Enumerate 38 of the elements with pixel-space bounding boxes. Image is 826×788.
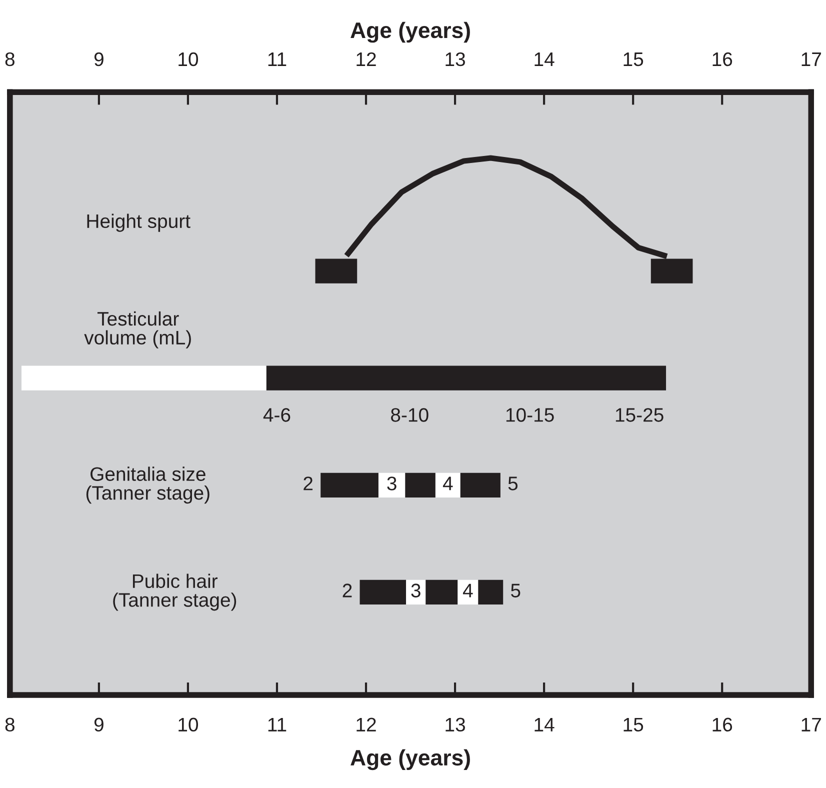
x-tick-label: 10 (178, 718, 198, 732)
x2-tick-label: 10 (178, 52, 198, 66)
annotation: 5 (511, 584, 520, 598)
x2-tick-label: 16 (712, 52, 732, 66)
x2-tick-label: 17 (802, 52, 821, 66)
x2-tick-label: 14 (534, 52, 554, 66)
x-tick-label: 15 (624, 718, 644, 732)
annotation: 2 (342, 584, 352, 598)
x2-tick-label: 8 (5, 52, 14, 66)
x-tick-label: 16 (712, 718, 732, 732)
x-tick-label: 8 (5, 718, 14, 732)
y-tick-label: Testicular volume (mL) (84, 311, 191, 348)
annotation: 4-6 (263, 408, 290, 422)
x-tick-label: 11 (268, 718, 286, 732)
x2-tick-label: 11 (268, 52, 286, 66)
annotation: 10-15 (506, 408, 554, 422)
x-tick-label: 12 (356, 718, 376, 732)
x2-axis-title: Age (years) (350, 22, 470, 43)
x2-tick-label: 9 (94, 52, 104, 66)
x2-tick-label: 13 (446, 52, 465, 66)
x-tick-label: 14 (534, 718, 554, 732)
x2-tick-label: 12 (356, 52, 376, 66)
annotation: 5 (508, 476, 518, 490)
annotation: 3 (387, 476, 396, 490)
annotation: 4 (462, 584, 473, 598)
x-tick-label: 13 (446, 718, 465, 732)
annotation: 3 (411, 584, 420, 598)
annotation: 4 (442, 476, 453, 490)
annotation: 8-10 (391, 408, 428, 422)
x-tick-label: 9 (94, 718, 104, 732)
annotation: 15-25 (616, 408, 664, 422)
y-tick-label: Height spurt (87, 214, 190, 232)
y-tick-label: Pubic hair (Tanner stage) (113, 574, 236, 611)
x-tick-label: 17 (802, 718, 821, 732)
x2-tick-label: 15 (624, 52, 644, 66)
annotation: 2 (304, 476, 313, 490)
y-tick-label: Genitalia size (Tanner stage) (86, 466, 210, 504)
x-axis-title: Age (years) (350, 749, 470, 770)
